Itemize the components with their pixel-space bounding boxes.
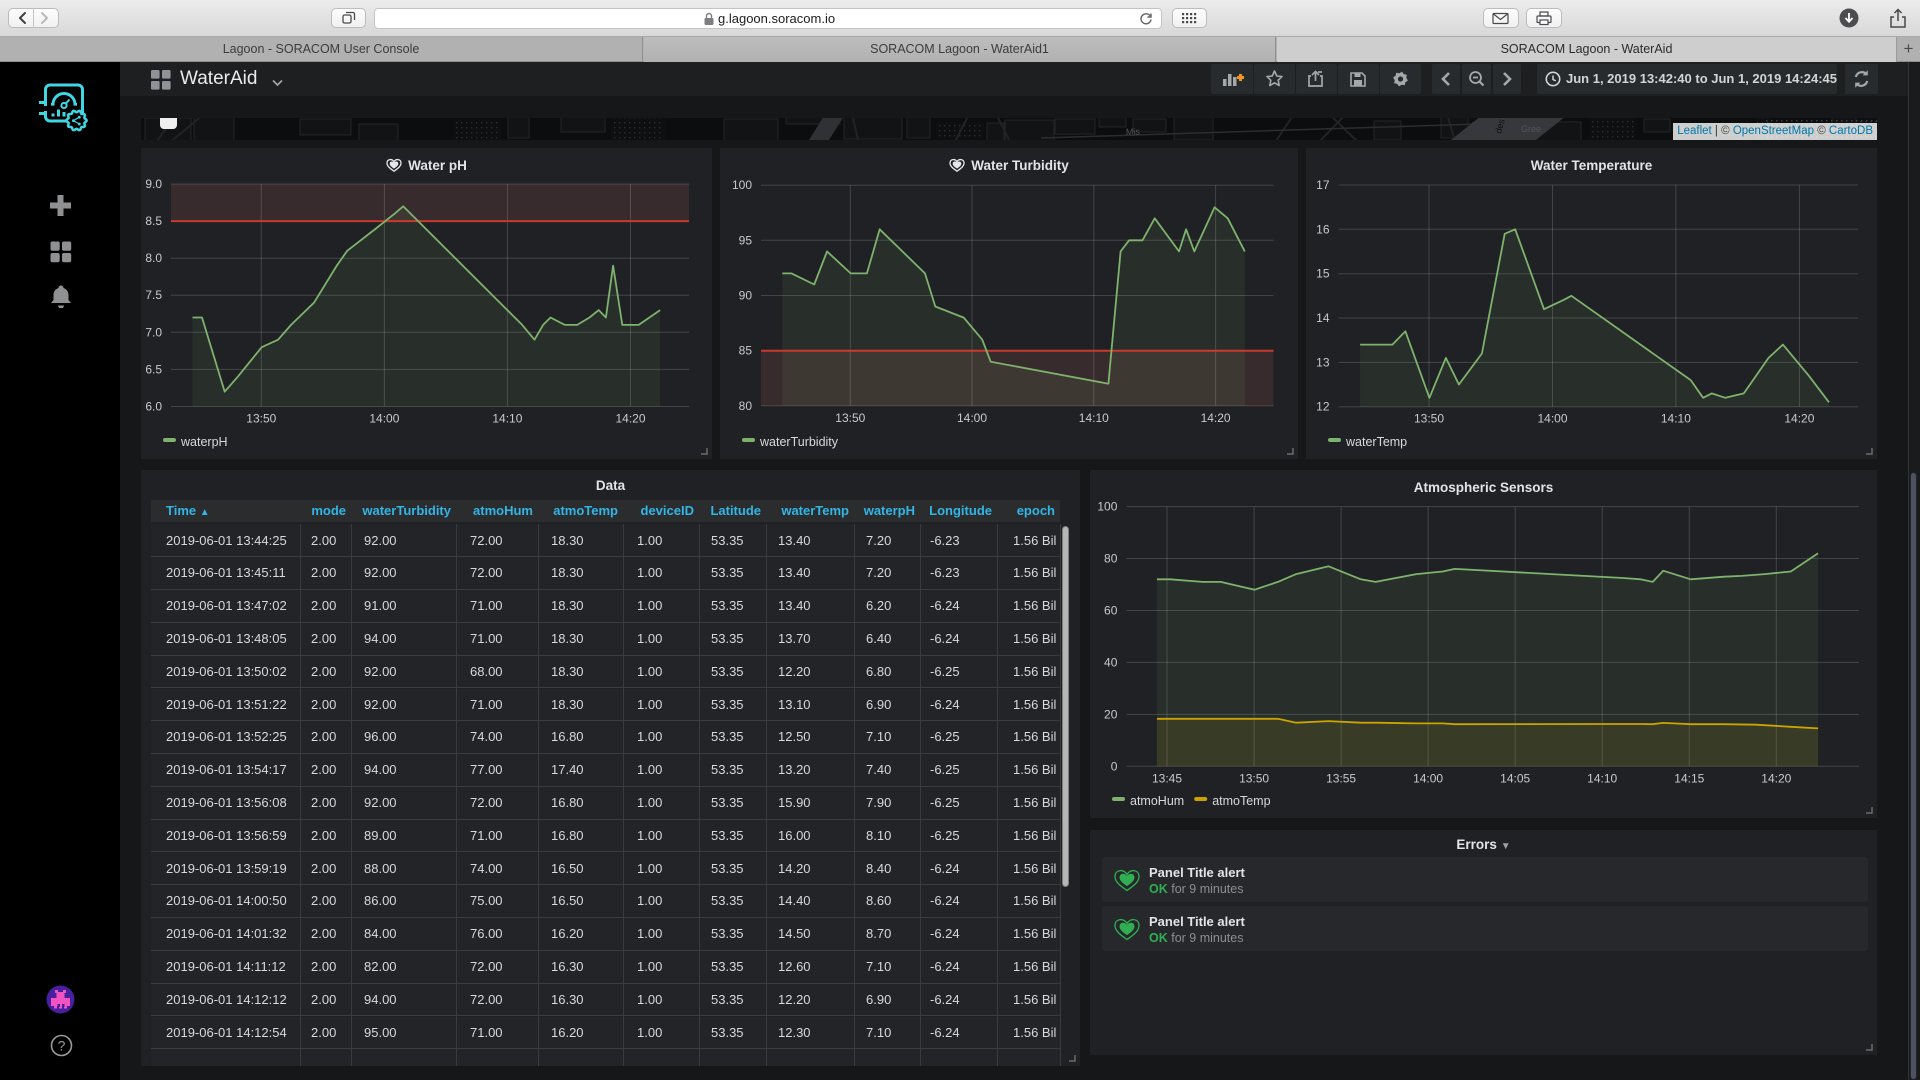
svg-text:13:50: 13:50 bbox=[835, 411, 865, 425]
svg-text:14:10: 14:10 bbox=[492, 412, 522, 426]
svg-text:Gree: Gree bbox=[1521, 124, 1541, 134]
svg-text:60: 60 bbox=[1104, 604, 1118, 618]
svg-text:95: 95 bbox=[739, 233, 753, 247]
svg-text:14:10: 14:10 bbox=[1587, 771, 1617, 785]
svg-text:13:50: 13:50 bbox=[1414, 412, 1444, 426]
svg-text:14:10: 14:10 bbox=[1661, 412, 1691, 426]
svg-text:80: 80 bbox=[739, 399, 753, 413]
svg-text:15: 15 bbox=[1316, 267, 1330, 281]
svg-text:waterpH: waterpH bbox=[180, 435, 228, 449]
svg-text:20: 20 bbox=[1104, 707, 1118, 721]
svg-text:8.0: 8.0 bbox=[145, 251, 162, 265]
svg-text:85: 85 bbox=[739, 344, 753, 358]
svg-text:14:05: 14:05 bbox=[1500, 771, 1530, 785]
svg-text:13: 13 bbox=[1316, 355, 1330, 369]
svg-text:waterTemp: waterTemp bbox=[1345, 435, 1407, 449]
svg-text:90: 90 bbox=[739, 289, 753, 303]
svg-text:100: 100 bbox=[732, 178, 752, 192]
svg-text:atmoHum: atmoHum bbox=[1130, 794, 1184, 808]
svg-text:6.5: 6.5 bbox=[145, 362, 162, 376]
svg-text:14:15: 14:15 bbox=[1674, 771, 1704, 785]
svg-text:14:00: 14:00 bbox=[1537, 412, 1567, 426]
svg-text:16: 16 bbox=[1316, 222, 1330, 236]
svg-text:7.0: 7.0 bbox=[145, 325, 162, 339]
svg-text:0: 0 bbox=[1111, 759, 1118, 773]
svg-text:des: des bbox=[1493, 118, 1507, 135]
svg-text:Mis: Mis bbox=[1126, 126, 1141, 136]
svg-text:40: 40 bbox=[1104, 655, 1118, 669]
svg-text:7.5: 7.5 bbox=[145, 288, 162, 302]
svg-text:14:20: 14:20 bbox=[1784, 412, 1814, 426]
svg-text:17: 17 bbox=[1316, 178, 1330, 192]
svg-text:12: 12 bbox=[1316, 400, 1330, 414]
svg-text:13:50: 13:50 bbox=[1239, 771, 1269, 785]
svg-text:14:20: 14:20 bbox=[1761, 771, 1791, 785]
svg-text:9.0: 9.0 bbox=[145, 177, 162, 191]
svg-text:14:00: 14:00 bbox=[369, 412, 399, 426]
svg-text:13:50: 13:50 bbox=[246, 412, 276, 426]
svg-text:100: 100 bbox=[1097, 500, 1117, 514]
svg-text:8.5: 8.5 bbox=[145, 214, 162, 228]
svg-text:14:20: 14:20 bbox=[1201, 411, 1231, 425]
svg-text:?: ? bbox=[58, 1038, 66, 1054]
svg-text:80: 80 bbox=[1104, 552, 1118, 566]
svg-text:atmoTemp: atmoTemp bbox=[1212, 794, 1270, 808]
svg-text:13:45: 13:45 bbox=[1152, 771, 1182, 785]
svg-text:6.0: 6.0 bbox=[145, 400, 162, 414]
svg-text:waterTurbidity: waterTurbidity bbox=[759, 435, 839, 449]
svg-text:13:55: 13:55 bbox=[1326, 771, 1356, 785]
svg-text:14:20: 14:20 bbox=[615, 412, 645, 426]
svg-text:14:00: 14:00 bbox=[957, 411, 987, 425]
svg-text:14: 14 bbox=[1316, 311, 1330, 325]
svg-text:14:10: 14:10 bbox=[1079, 411, 1109, 425]
svg-text:14:00: 14:00 bbox=[1413, 771, 1443, 785]
